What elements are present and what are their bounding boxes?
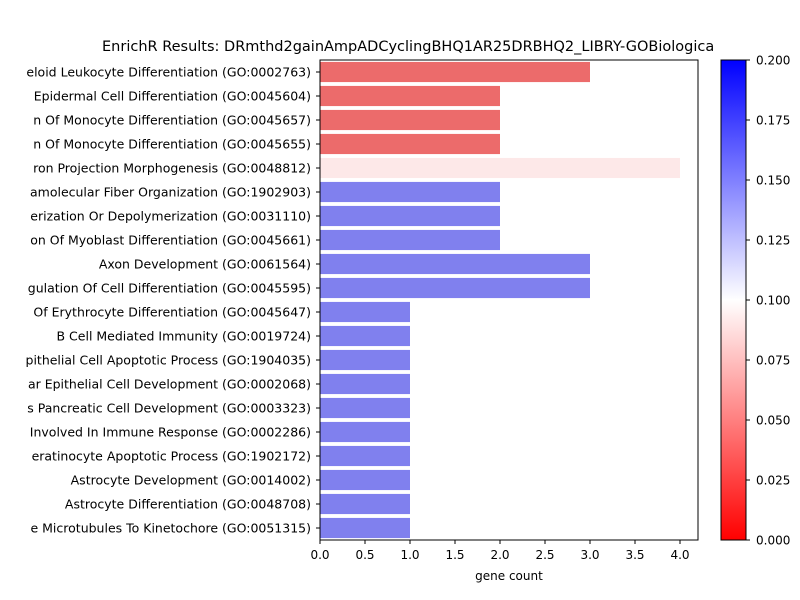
bar — [320, 469, 410, 491]
x-tick-label: 1.5 — [445, 548, 464, 562]
x-tick-label: 0.0 — [310, 548, 329, 562]
colorbar: 0.000 0.025 0.050 0.075 0.100 0.125 0.150 0.175… — [720, 54, 790, 548]
bar — [320, 349, 410, 371]
bar — [320, 277, 590, 299]
x-tick-label: 3.5 — [625, 548, 644, 562]
y-tick-label: ar Epithelial Cell Development (GO:00020… — [28, 377, 311, 392]
x-tick-label: 0.5 — [355, 548, 374, 562]
y-tick-label: s Pancreatic Cell Development (GO:000332… — [27, 401, 311, 416]
bar — [320, 85, 500, 107]
bar — [320, 325, 410, 347]
y-tick-label: erization Or Depolymerization (GO:003111… — [30, 209, 311, 224]
bar — [320, 157, 680, 179]
bar — [320, 181, 500, 203]
bar — [320, 229, 500, 251]
bar — [320, 61, 590, 83]
bar — [320, 253, 590, 275]
bar — [320, 421, 410, 443]
colorbar-ticks: 0.000 0.025 0.050 0.075 0.100 0.125 0.150 0.175… — [746, 54, 790, 548]
colorbar-gradient — [720, 59, 747, 541]
x-tick-label: 4.0 — [670, 548, 689, 562]
colorbar-tick-label: 0.200 — [756, 54, 790, 68]
y-tick-label: pithelial Cell Apoptotic Process (GO:190… — [26, 353, 311, 368]
category-labels: eloid Leukocyte Differentiation (GO:0002… — [26, 65, 320, 536]
x-tick-label: 3.0 — [580, 548, 599, 562]
bar — [320, 517, 410, 539]
bar — [320, 109, 500, 131]
bar-group — [320, 61, 680, 539]
bar — [320, 397, 410, 419]
y-tick-label: eloid Leukocyte Differentiation (GO:0002… — [26, 65, 311, 80]
bar — [320, 373, 410, 395]
y-tick-label: n Of Monocyte Differentiation (GO:004565… — [33, 113, 311, 128]
colorbar-tick-label: 0.025 — [756, 474, 790, 488]
bar — [320, 445, 410, 467]
y-tick-label: Astrocyte Development (GO:0014002) — [71, 473, 311, 488]
colorbar-tick-label: 0.000 — [756, 534, 790, 548]
bar — [320, 301, 410, 323]
x-axis-label: gene count — [475, 569, 543, 583]
x-tick-label: 2.5 — [535, 548, 554, 562]
bar — [320, 133, 500, 155]
y-tick-label: on Of Myoblast Differentiation (GO:00456… — [30, 233, 311, 248]
x-tick-label: 2.0 — [490, 548, 509, 562]
bar — [320, 205, 500, 227]
y-tick-label: B Cell Mediated Immunity (GO:0019724) — [57, 329, 312, 344]
x-axis: 0.0 0.5 1.0 1.5 2.0 2.5 3.0 3.5 4.0 — [310, 540, 690, 562]
bar — [320, 493, 410, 515]
y-tick-label: Astrocyte Differentiation (GO:0048708) — [65, 497, 311, 512]
colorbar-tick-label: 0.150 — [756, 174, 790, 188]
y-tick-label: amolecular Fiber Organization (GO:190290… — [30, 185, 311, 200]
y-tick-label: Of Erythrocyte Differentiation (GO:00456… — [33, 305, 311, 320]
y-tick-label: n Of Monocyte Differentiation (GO:004565… — [33, 137, 311, 152]
chart-title: EnrichR Results: DRmthd2gainAmpADCycling… — [102, 39, 714, 55]
y-tick-label: Involved In Immune Response (GO:0002286) — [30, 425, 311, 440]
plot-frame — [319, 59, 699, 541]
y-tick-label: ron Projection Morphogenesis (GO:0048812… — [33, 161, 311, 176]
colorbar-tick-label: 0.075 — [756, 354, 790, 368]
y-tick-label: gulation Of Cell Differentiation (GO:004… — [28, 281, 311, 296]
y-tick-label: e Microtubules To Kinetochore (GO:005131… — [30, 521, 311, 536]
x-tick-label: 1.0 — [400, 548, 419, 562]
colorbar-tick-label: 0.050 — [756, 414, 790, 428]
y-tick-label: eratinocyte Apoptotic Process (GO:190217… — [32, 449, 311, 464]
colorbar-tick-label: 0.175 — [756, 114, 790, 128]
colorbar-tick-label: 0.125 — [756, 234, 790, 248]
y-tick-label: Epidermal Cell Differentiation (GO:00456… — [34, 89, 311, 104]
y-tick-label: Axon Development (GO:0061564) — [99, 257, 311, 272]
colorbar-tick-label: 0.100 — [756, 294, 790, 308]
